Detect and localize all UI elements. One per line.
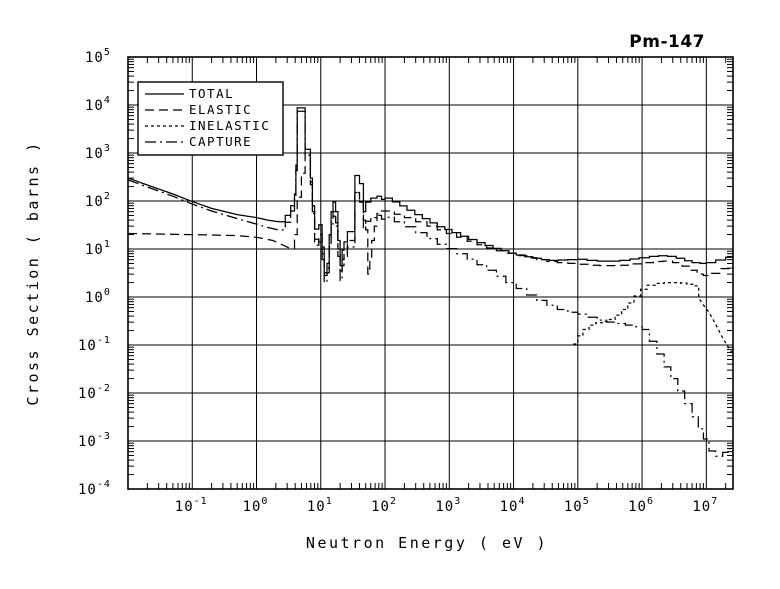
x-tick-label-10e3: 103 [435, 496, 461, 515]
y-tick-label-10e2: 102 [85, 191, 111, 210]
y-tick-label-10e-3: 10-3 [78, 431, 111, 450]
x-tick-label-10e0: 100 [243, 496, 269, 515]
y-axis-label: Cross Section ( barns ) [24, 140, 42, 405]
curves [128, 107, 733, 457]
x-tick-label-10e5: 105 [564, 496, 590, 515]
plot-frame [127, 56, 734, 490]
legend-label-total: TOTAL [189, 86, 234, 101]
legend-item-elastic: ELASTIC [145, 102, 252, 117]
x-tick-label-10e2: 102 [371, 496, 397, 515]
isotope-title: Pm-147 [629, 32, 705, 52]
minor-ticks [128, 57, 733, 489]
x-tick-label-10e7: 107 [692, 496, 718, 515]
y-tick-label-10e-2: 10-2 [78, 383, 111, 402]
x-tick-labels: 10-1 100 101 102 103 104 105 106 107 [175, 496, 718, 515]
legend: TOTAL ELASTIC INELASTIC CAPTURE [137, 81, 284, 156]
legend-label-elastic: ELASTIC [189, 102, 252, 117]
y-tick-label-10e1: 101 [85, 239, 111, 258]
y-tick-label-10e0: 100 [85, 287, 111, 306]
legend-label-inelastic: INELASTIC [189, 118, 270, 133]
legend-item-total: TOTAL [145, 86, 234, 101]
x-tick-label-10e6: 106 [628, 496, 654, 515]
y-tick-label-10e5: 105 [85, 47, 111, 66]
legend-label-capture: CAPTURE [189, 134, 252, 149]
curve-total [128, 107, 733, 274]
y-tick-label-10e-4: 10-4 [78, 479, 111, 498]
y-tick-label-10e4: 104 [85, 95, 111, 114]
y-tick-label-10e3: 103 [85, 143, 111, 162]
y-tick-labels: 105 104 103 102 101 100 10-1 10-2 10-3 10-4 [78, 47, 111, 498]
legend-item-capture: CAPTURE [145, 134, 252, 149]
x-axis-label: Neutron Energy ( eV ) [306, 534, 548, 552]
y-tick-label-10e-1: 10-1 [78, 335, 111, 354]
curve-elastic [128, 152, 733, 277]
legend-item-inelastic: INELASTIC [145, 118, 270, 133]
x-tick-label-10e-1: 10-1 [175, 496, 208, 515]
x-tick-label-10e4: 104 [500, 496, 526, 515]
curve-capture [128, 110, 731, 457]
x-tick-label-10e1: 101 [307, 496, 333, 515]
